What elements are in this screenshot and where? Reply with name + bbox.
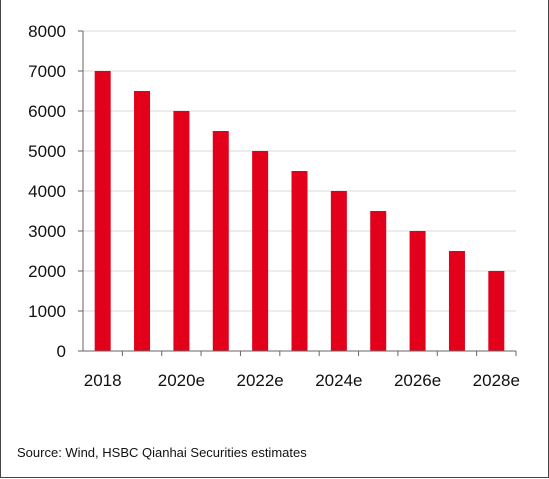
- y-tick-label: 3000: [28, 222, 66, 241]
- bar-2027e: [448, 251, 465, 351]
- bar-2028e: [488, 271, 505, 351]
- y-tick-label: 0: [57, 342, 66, 361]
- x-tick-label: 2026e: [394, 371, 441, 390]
- bar-2024e: [330, 191, 347, 351]
- bars: [94, 71, 505, 351]
- y-tick-label: 4000: [28, 182, 66, 201]
- bar-2025e: [370, 211, 387, 351]
- x-tick-label: 2020e: [158, 371, 205, 390]
- x-tick-label: 2022e: [236, 371, 283, 390]
- bar-2026e: [409, 231, 426, 351]
- x-tick-labels: 2018 2020e 2022e 2024e 2026e 2028e: [84, 351, 520, 390]
- y-tick-label: 6000: [28, 102, 66, 121]
- y-tick-label: 7000: [28, 62, 66, 81]
- bar-2022e: [252, 151, 269, 351]
- bar-2019: [134, 91, 151, 351]
- y-tick-label: 8000: [28, 22, 66, 41]
- source-note: Source: Wind, HSBC Qianhai Securities es…: [17, 445, 307, 460]
- x-tick-label: 2018: [84, 371, 122, 390]
- x-tick-label: 2028e: [473, 371, 520, 390]
- y-tick-label: 2000: [28, 262, 66, 281]
- bar-2021e: [212, 131, 229, 351]
- bar-2018: [94, 71, 111, 351]
- y-tick-label: 5000: [28, 142, 66, 161]
- x-tick-label: 2024e: [315, 371, 362, 390]
- bar-2020e: [173, 111, 190, 351]
- bar-2023e: [291, 171, 308, 351]
- y-tick-labels: 0 1000 2000 3000 4000 5000 6000 7000 8000: [28, 22, 83, 361]
- y-tick-label: 1000: [28, 302, 66, 321]
